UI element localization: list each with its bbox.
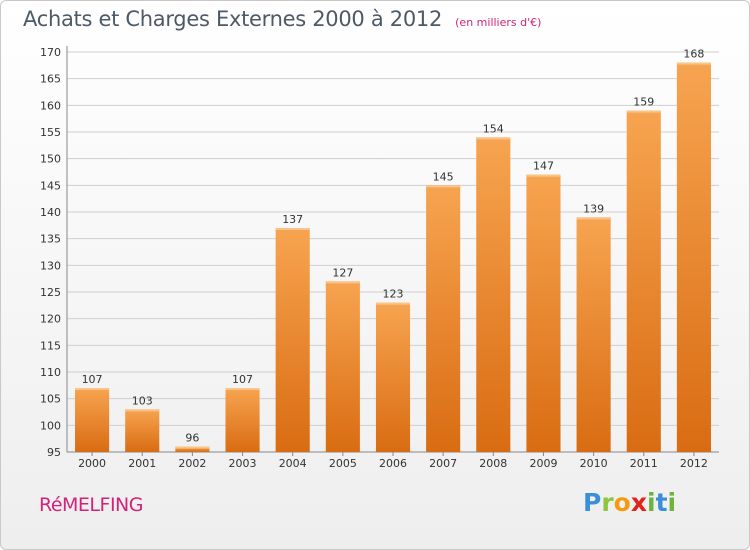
data-label: 96: [185, 432, 199, 445]
bar: [426, 185, 461, 453]
y-tick-label: 110: [40, 366, 61, 379]
y-tick-label: 125: [40, 286, 61, 299]
bar-highlight: [125, 409, 160, 412]
bar: [375, 302, 411, 452]
data-label: 154: [483, 122, 504, 135]
bar-highlight: [175, 446, 210, 449]
y-tick-label: 100: [40, 419, 61, 432]
y-tick-label: 165: [40, 73, 61, 86]
x-tick-label: 2001: [128, 457, 156, 470]
data-label: 168: [683, 48, 704, 61]
x-tick-label: 2006: [379, 457, 407, 470]
y-tick-label: 105: [40, 393, 61, 406]
title-row: Achats et Charges Externes 2000 à 2012 (…: [23, 7, 541, 31]
bar: [476, 137, 511, 453]
data-label: 147: [533, 160, 554, 173]
bar: [275, 228, 310, 452]
x-tick-label: 2010: [580, 457, 608, 470]
bar-highlight: [676, 62, 711, 65]
data-label: 103: [132, 394, 153, 407]
y-tick-label: 150: [40, 153, 61, 166]
data-label: 159: [633, 96, 654, 109]
chart-title: Achats et Charges Externes 2000 à 2012: [23, 7, 443, 31]
x-tick-label: 2007: [429, 457, 457, 470]
bar-highlight: [75, 388, 110, 390]
data-label: 139: [583, 202, 604, 215]
commune-name: RéMELFING: [39, 494, 144, 516]
bar-highlight: [225, 388, 260, 390]
y-tick-label: 120: [40, 313, 61, 326]
bar-highlight: [426, 185, 461, 188]
bar: [676, 62, 711, 453]
bar-highlight: [325, 281, 360, 284]
bar-highlight: [576, 217, 611, 220]
y-tick-label: 140: [40, 206, 61, 219]
bar: [526, 174, 561, 452]
y-tick-label: 160: [40, 99, 61, 112]
data-label: 127: [332, 266, 353, 279]
bar: [75, 388, 110, 452]
data-label: 145: [433, 170, 454, 183]
bar-highlight: [476, 137, 511, 140]
y-tick-label: 130: [40, 259, 61, 272]
proxiti-logo: Proxiti: [583, 488, 677, 517]
data-label: 137: [282, 213, 303, 226]
x-tick-label: 2000: [78, 457, 106, 470]
x-tick-label: 2011: [630, 457, 658, 470]
data-label: 123: [383, 288, 404, 301]
data-label: 107: [232, 373, 253, 386]
y-tick-label: 145: [40, 179, 61, 192]
bar: [576, 217, 611, 452]
bar: [175, 446, 210, 452]
chart-subtitle: (en milliers d'€): [455, 16, 542, 29]
x-tick-label: 2005: [329, 457, 357, 470]
x-tick-label: 2012: [680, 457, 708, 470]
y-tick-label: 170: [40, 46, 61, 59]
bar: [125, 409, 160, 452]
data-label: 107: [82, 373, 103, 386]
bar-highlight: [626, 110, 661, 113]
bar-highlight: [275, 228, 310, 230]
x-tick-label: 2008: [479, 457, 507, 470]
bar: [626, 110, 661, 453]
bar: [225, 388, 260, 452]
x-tick-label: 2009: [529, 457, 557, 470]
x-tick-label: 2003: [229, 457, 257, 470]
x-tick-label: 2002: [178, 457, 206, 470]
y-tick-label: 135: [40, 233, 61, 246]
y-tick-label: 115: [40, 339, 61, 352]
bar: [325, 281, 360, 452]
y-tick-label: 95: [47, 446, 61, 459]
bar-highlight: [526, 174, 561, 177]
bar-highlight: [375, 302, 411, 305]
y-tick-label: 155: [40, 126, 61, 139]
x-tick-label: 2004: [279, 457, 307, 470]
